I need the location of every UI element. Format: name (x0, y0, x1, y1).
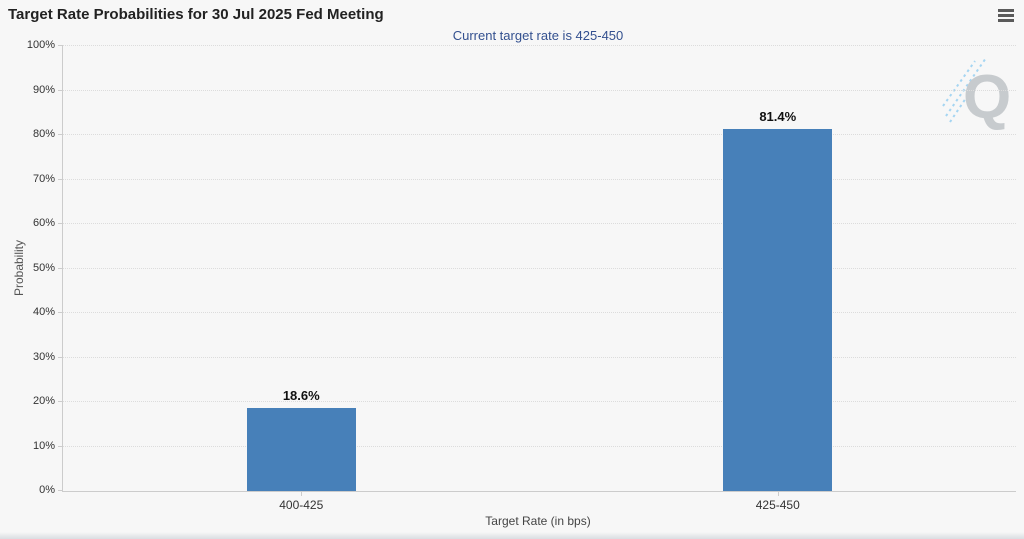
hamburger-icon (998, 14, 1014, 17)
watermark-dashes (942, 57, 987, 123)
x-axis-tick (301, 491, 303, 496)
x-axis-tick-label: 425-450 (755, 498, 800, 512)
widget-bottom-edge (0, 532, 1024, 539)
y-gridline (63, 223, 1016, 224)
y-gridline (63, 445, 1016, 447)
y-gridline (63, 267, 1016, 269)
y-axis-tick (58, 401, 63, 402)
y-gridline (63, 356, 1016, 358)
chart-subtitle: Current target rate is 425-450 (452, 28, 624, 43)
y-axis-tick (58, 89, 63, 91)
hamburger-icon (998, 19, 1014, 22)
y-gridline (63, 178, 1016, 180)
y-axis-tick-label: 40% (32, 306, 55, 318)
probability-bar[interactable] (246, 408, 356, 491)
y-axis-tick (58, 267, 63, 269)
y-axis-tick-label: 90% (32, 83, 55, 96)
y-axis-tick (58, 312, 63, 313)
bar-value-label: 81.4% (759, 108, 797, 124)
y-axis-tick (58, 490, 63, 491)
y-gridline (63, 45, 1016, 46)
y-axis-title: Probability (12, 239, 26, 297)
y-axis-tick (58, 445, 63, 447)
y-gridline (63, 134, 1016, 135)
y-axis-tick-label: 80% (32, 128, 55, 140)
x-axis-title: Target Rate (in bps) (485, 514, 591, 528)
quikstrike-watermark-logo: Q (942, 57, 1011, 130)
y-axis-tick (58, 45, 63, 46)
y-axis-tick (58, 356, 63, 358)
hamburger-icon (998, 9, 1014, 12)
x-axis-tick (777, 491, 779, 496)
y-axis-tick-label: 20% (32, 395, 55, 407)
watermark-q-letter: Q (963, 63, 1011, 130)
y-axis-tick (58, 178, 63, 180)
bar-value-label: 18.6% (282, 388, 320, 404)
y-axis-tick-label: 100% (26, 39, 55, 51)
plot-area: Q 0% 10% 20% 30% 40% 50% 60% 70% 80% 90% 100% 18.6%… (27, 40, 1016, 512)
y-axis-tick-label: 0% (39, 484, 55, 496)
y-axis-tick-label: 30% (32, 350, 55, 363)
y-gridline (63, 401, 1016, 402)
probability-bar[interactable] (723, 128, 833, 491)
chart-title: Target Rate Probabilities for 30 Jul 202… (8, 6, 384, 23)
y-axis-tick-label: 70% (32, 172, 55, 185)
y-gridline (63, 89, 1016, 91)
y-axis-tick (58, 134, 63, 135)
y-axis-tick-label: 60% (32, 217, 55, 229)
y-axis-tick-label: 50% (32, 261, 55, 274)
chart-context-menu-button[interactable] (998, 9, 1014, 22)
y-axis-tick (58, 223, 63, 224)
y-axis-tick-label: 10% (32, 439, 55, 452)
y-gridline (63, 312, 1016, 313)
x-axis-tick-label: 400-425 (279, 498, 324, 512)
